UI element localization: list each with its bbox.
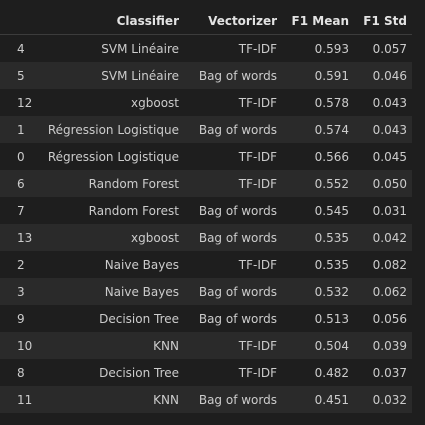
cell-f1-std: 0.045 (372, 149, 407, 164)
cell-classifier: Decision Tree (99, 365, 179, 380)
cell-classifier: xgboost (131, 95, 179, 110)
header-index (0, 8, 36, 35)
header-f1-std: F1 Std (354, 8, 412, 35)
table-row: 13 xgboost Bag of words 0.535 0.042 (0, 224, 412, 251)
table-row: 4 SVM Linéaire TF-IDF 0.593 0.057 (0, 34, 412, 62)
table-row: 11 KNN Bag of words 0.451 0.032 (0, 386, 412, 413)
cell-f1-mean: 0.566 (314, 149, 349, 164)
cell-f1-mean: 0.545 (314, 203, 349, 218)
cell-index: 7 (17, 203, 25, 218)
cell-f1-std: 0.031 (372, 203, 407, 218)
cell-index: 0 (17, 149, 25, 164)
cell-index: 13 (17, 230, 33, 245)
cell-f1-mean: 0.591 (314, 68, 349, 83)
cell-vectorizer: Bag of words (198, 392, 277, 407)
cell-f1-mean: 0.574 (314, 122, 349, 137)
cell-classifier: Naive Bayes (104, 257, 179, 272)
cell-vectorizer: Bag of words (198, 311, 277, 326)
cell-classifier: Régression Logistique (47, 149, 179, 164)
cell-index: 12 (17, 95, 33, 110)
table-body: 4 SVM Linéaire TF-IDF 0.593 0.057 5 SVM Linéai… (0, 34, 412, 413)
cell-classifier: Decision Tree (99, 311, 179, 326)
cell-classifier: Random Forest (88, 203, 179, 218)
table-row: 8 Decision Tree TF-IDF 0.482 0.037 (0, 359, 412, 386)
table-row: 7 Random Forest Bag of words 0.545 0.031 (0, 197, 412, 224)
cell-classifier: Naive Bayes (104, 284, 179, 299)
cell-index: 1 (17, 122, 25, 137)
cell-f1-mean: 0.593 (314, 41, 349, 56)
cell-f1-std: 0.062 (372, 284, 407, 299)
cell-f1-mean: 0.482 (314, 365, 349, 380)
cell-vectorizer: Bag of words (198, 122, 277, 137)
table-row: 3 Naive Bayes Bag of words 0.532 0.062 (0, 278, 412, 305)
cell-vectorizer: Bag of words (198, 68, 277, 83)
cell-f1-std: 0.050 (372, 176, 407, 191)
cell-f1-mean: 0.535 (314, 230, 349, 245)
cell-index: 4 (17, 41, 25, 56)
table-row: 12 xgboost TF-IDF 0.578 0.043 (0, 89, 412, 116)
header-classifier: Classifier (36, 8, 184, 35)
cell-classifier: SVM Linéaire (101, 41, 179, 56)
cell-f1-std: 0.056 (372, 311, 407, 326)
cell-vectorizer: TF-IDF (238, 41, 277, 56)
cell-f1-std: 0.032 (372, 392, 407, 407)
cell-f1-mean: 0.552 (314, 176, 349, 191)
cell-classifier: SVM Linéaire (101, 68, 179, 83)
cell-vectorizer: Bag of words (198, 284, 277, 299)
cell-index: 8 (17, 365, 25, 380)
cell-f1-std: 0.043 (372, 95, 407, 110)
cell-index: 3 (17, 284, 25, 299)
table-row: 5 SVM Linéaire Bag of words 0.591 0.046 (0, 62, 412, 89)
cell-vectorizer: TF-IDF (238, 365, 277, 380)
output-cell: Classifier Vectorizer F1 Mean F1 Std 4 SV… (0, 8, 425, 413)
cell-vectorizer: TF-IDF (238, 149, 277, 164)
cell-f1-std: 0.037 (372, 365, 407, 380)
cell-index: 5 (17, 68, 25, 83)
cell-f1-mean: 0.513 (314, 311, 349, 326)
cell-vectorizer: TF-IDF (238, 176, 277, 191)
cell-index: 10 (17, 338, 33, 353)
cell-f1-std: 0.082 (372, 257, 407, 272)
header-f1-mean: F1 Mean (282, 8, 354, 35)
table-row: 10 KNN TF-IDF 0.504 0.039 (0, 332, 412, 359)
cell-f1-mean: 0.504 (314, 338, 349, 353)
cell-f1-std: 0.057 (372, 41, 407, 56)
cell-f1-std: 0.046 (372, 68, 407, 83)
cell-vectorizer: Bag of words (198, 203, 277, 218)
cell-index: 11 (17, 392, 33, 407)
cell-index: 9 (17, 311, 25, 326)
table-row: 6 Random Forest TF-IDF 0.552 0.050 (0, 170, 412, 197)
cell-vectorizer: TF-IDF (238, 95, 277, 110)
cell-f1-std: 0.039 (372, 338, 407, 353)
cell-classifier: KNN (153, 392, 179, 407)
cell-vectorizer: TF-IDF (238, 338, 277, 353)
cell-index: 6 (17, 176, 25, 191)
header-vectorizer: Vectorizer (184, 8, 282, 35)
cell-f1-mean: 0.532 (314, 284, 349, 299)
dataframe-table: Classifier Vectorizer F1 Mean F1 Std 4 SV… (0, 8, 412, 413)
table-row: 9 Decision Tree Bag of words 0.513 0.056 (0, 305, 412, 332)
table-header: Classifier Vectorizer F1 Mean F1 Std (0, 8, 412, 35)
cell-f1-std: 0.042 (372, 230, 407, 245)
cell-f1-std: 0.043 (372, 122, 407, 137)
cell-classifier: Random Forest (88, 176, 179, 191)
table-row: 2 Naive Bayes TF-IDF 0.535 0.082 (0, 251, 412, 278)
cell-vectorizer: Bag of words (198, 230, 277, 245)
cell-f1-mean: 0.451 (314, 392, 349, 407)
header-row: Classifier Vectorizer F1 Mean F1 Std (0, 8, 412, 35)
table-row: 0 Régression Logistique TF-IDF 0.566 0.045 (0, 143, 412, 170)
cell-index: 2 (17, 257, 25, 272)
table-row: 1 Régression Logistique Bag of words 0.574 0… (0, 116, 412, 143)
cell-classifier: Régression Logistique (47, 122, 179, 137)
cell-classifier: xgboost (131, 230, 179, 245)
cell-f1-mean: 0.578 (314, 95, 349, 110)
cell-classifier: KNN (153, 338, 179, 353)
cell-vectorizer: TF-IDF (238, 257, 277, 272)
cell-f1-mean: 0.535 (314, 257, 349, 272)
